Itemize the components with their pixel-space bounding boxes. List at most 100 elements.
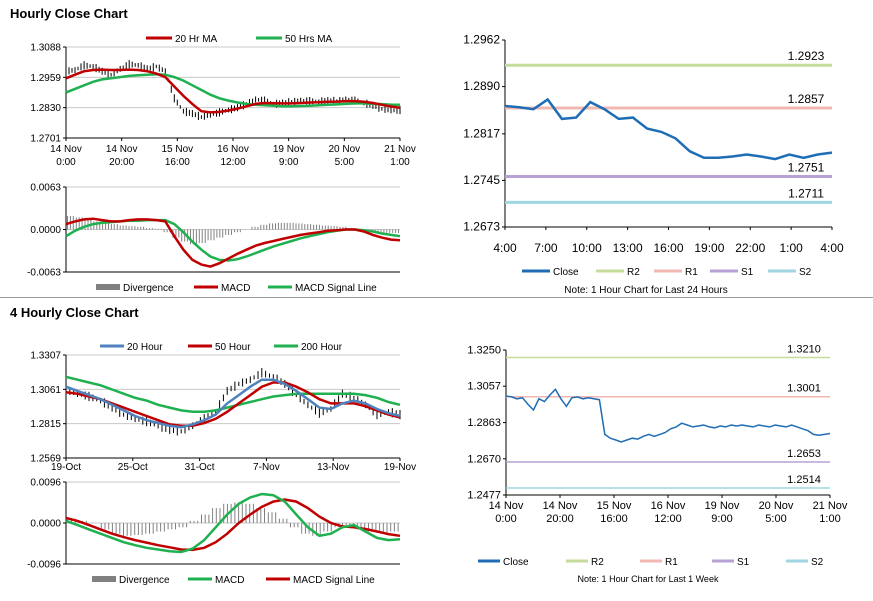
4hourly-week-x-tick-label: 1:00 xyxy=(819,513,840,525)
4hourly-week-x-tick-label: 9:00 xyxy=(711,513,732,525)
4hourly-week-r1-label: 1.3001 xyxy=(787,383,821,395)
4hourly-week-x-tick-label: 19 Nov xyxy=(705,500,740,512)
hourly-price-x-tick-label: 14 Nov xyxy=(106,144,138,155)
hourly-price-x-tick-label: 5:00 xyxy=(335,157,355,168)
4hourly-week-r2-label: 1.3210 xyxy=(787,344,821,356)
hourly-24h-x-tick-label: 16:00 xyxy=(653,241,683,255)
hourly-24h-close-legend-label: Close xyxy=(553,267,579,278)
4hourly-macd-legend-label: MACD xyxy=(215,575,244,586)
4hourly-week-close-legend-label: Close xyxy=(503,557,529,568)
4hourly-week-y-tick-label: 1.3057 xyxy=(467,381,501,393)
hourly-price-x-tick-label: 20 Nov xyxy=(328,144,360,155)
hourly-divergence-legend-swatch xyxy=(96,284,120,290)
hourly-ma50-legend-label: 50 Hrs MA xyxy=(285,34,333,45)
hourly-ma20-legend-label: 20 Hr MA xyxy=(175,34,218,45)
hourly-macd-y-tick-label: -0.0063 xyxy=(27,268,61,279)
4hourly-h20-line xyxy=(65,378,401,429)
hourly-24h-x-tick-label: 4:00 xyxy=(493,241,517,255)
hourly-ma50-line xyxy=(65,73,401,108)
4hourly-price-x-tick-label: 13-Nov xyxy=(317,462,349,473)
hourly-price-x-tick-label: 16 Nov xyxy=(217,144,249,155)
hourly-24h-note: Note: 1 Hour Chart for Last 24 Hours xyxy=(564,285,727,296)
hourly-24h-y-tick-label: 1.2745 xyxy=(463,173,500,187)
4hourly-macd-y-tick-label: 0.0000 xyxy=(30,519,61,530)
hourly-24h-y-tick-label: 1.2817 xyxy=(463,126,500,140)
hourly-24h-r1-label: 1.2857 xyxy=(788,92,825,106)
4hourly-week-x-tick-label: 16 Nov xyxy=(651,500,686,512)
4hourly-week-x-tick-label: 14 Nov xyxy=(543,500,578,512)
4hourly-week-x-tick-label: 21 Nov xyxy=(813,500,848,512)
4hourly-h20-legend-label: 20 Hour xyxy=(127,342,163,353)
hourly-24h-chart: 1.2962 1.2890 1.2817 1.2745 1.2673 4:00 7:00 10… xyxy=(463,33,844,297)
hourly-24h-x-tick-label: 19:00 xyxy=(694,241,724,255)
hourly-24h-s2-label: 1.2711 xyxy=(788,186,824,200)
hourly-price-x-tick-label: 21 Nov xyxy=(384,144,416,155)
hourly-24h-close-line xyxy=(504,97,833,161)
hourly-24h-x-tick-label: 7:00 xyxy=(534,241,558,255)
hourly-macd-chart: 0.0063 0.0000 -0.0063 Divergence MACD MACD Si… xyxy=(27,183,401,294)
4hourly-week-x-tick-label: 12:00 xyxy=(654,513,682,525)
4hourly-divergence-legend-swatch xyxy=(92,576,116,582)
hourly-signal-legend-label: MACD Signal Line xyxy=(295,283,377,294)
hourly-price-y-tick-label: 1.2701 xyxy=(30,134,61,145)
4hourly-macd-y-tick-label: 0.0096 xyxy=(30,478,61,489)
hourly-24h-y-tick-label: 1.2962 xyxy=(463,33,500,47)
hourly-macd-y-tick-label: 0.0000 xyxy=(30,225,61,236)
hourly-macd-legend-label: MACD xyxy=(221,283,250,294)
hourly-macd-y-tick-label: 0.0063 xyxy=(30,183,61,194)
section-divider xyxy=(0,297,873,298)
4hourly-week-x-tick-label: 20:00 xyxy=(546,513,574,525)
4hourly-macd-y-tick-label: -0.0096 xyxy=(27,560,61,571)
hourly-24h-x-tick-label: 4:00 xyxy=(820,241,844,255)
hourly-24h-y-tick-label: 1.2673 xyxy=(463,220,500,234)
4hourly-week-x-tick-label: 16:00 xyxy=(600,513,628,525)
hourly-price-x-tick-label: 19 Nov xyxy=(273,144,305,155)
hourly-price-x-tick-label: 15 Nov xyxy=(161,144,193,155)
4hourly-week-close-line xyxy=(505,388,831,443)
4hourly-week-y-tick-label: 1.2670 xyxy=(467,453,501,465)
4hourly-price-y-tick-label: 1.3307 xyxy=(30,351,61,362)
hourly-price-x-tick-label: 12:00 xyxy=(220,157,245,168)
hourly-price-x-tick-label: 0:00 xyxy=(56,157,76,168)
4hourly-price-y-tick-label: 1.2569 xyxy=(30,454,61,465)
hourly-price-x-tick-label: 16:00 xyxy=(165,157,190,168)
hourly-price-y-tick-label: 1.3088 xyxy=(30,43,61,54)
4hourly-week-x-tick-label: 5:00 xyxy=(765,513,786,525)
4hourly-macd-line xyxy=(65,492,401,554)
hourly-macd-line xyxy=(65,217,401,268)
4hourly-week-y-tick-label: 1.2863 xyxy=(467,417,501,429)
4hourly-week-s1-label: 1.2653 xyxy=(787,448,821,460)
4hourly-week-x-tick-label: 14 Nov xyxy=(489,500,524,512)
hourly-24h-s1-legend-label: S1 xyxy=(741,267,754,278)
4hourly-signal-legend-label: MACD Signal Line xyxy=(293,575,375,586)
hourly-24h-x-tick-label: 13:00 xyxy=(613,241,643,255)
4hourly-macd-chart: 0.0096 0.0000 -0.0096 Divergence MACD MACD Si… xyxy=(27,478,401,586)
4hourly-price-x-tick-label: 19-Oct xyxy=(51,462,81,473)
4hourly-price-x-tick-label: 19-Nov xyxy=(384,462,416,473)
hourly-ma20-line xyxy=(65,68,401,114)
4hourly-week-s2-legend-label: S2 xyxy=(811,557,824,568)
hourly-24h-x-tick-label: 22:00 xyxy=(735,241,765,255)
hourly-price-y-tick-label: 1.2830 xyxy=(30,103,61,114)
hourly-24h-x-tick-label: 10:00 xyxy=(572,241,602,255)
hourly-divergence-legend-label: Divergence xyxy=(123,283,174,294)
hourly-24h-r2-legend-label: R2 xyxy=(627,267,640,278)
4hourly-price-y-tick-label: 1.3061 xyxy=(30,385,61,396)
hourly-section-title: Hourly Close Chart xyxy=(10,6,128,21)
4hourly-week-note: Note: 1 Hour Chart for Last 1 Week xyxy=(578,574,719,584)
hourly-price-x-tick-label: 1:00 xyxy=(390,157,410,168)
4hourly-price-x-tick-label: 25-Oct xyxy=(118,462,148,473)
hourly-24h-y-tick-label: 1.2890 xyxy=(463,79,500,93)
4hourly-price-x-tick-label: 7-Nov xyxy=(253,462,280,473)
hourly-24h-r1-legend-label: R1 xyxy=(685,267,698,278)
4hourly-week-y-tick-label: 1.3250 xyxy=(467,345,501,357)
hourly-24h-s1-label: 1.2751 xyxy=(788,161,825,175)
4hourly-price-y-tick-label: 1.2815 xyxy=(30,419,61,430)
4hourly-week-r2-legend-label: R2 xyxy=(591,557,604,568)
4hourly-week-r1-legend-label: R1 xyxy=(665,557,678,568)
4hourly-h50-legend-label: 50 Hour xyxy=(215,342,251,353)
hourly-price-x-tick-label: 14 Nov xyxy=(50,144,82,155)
